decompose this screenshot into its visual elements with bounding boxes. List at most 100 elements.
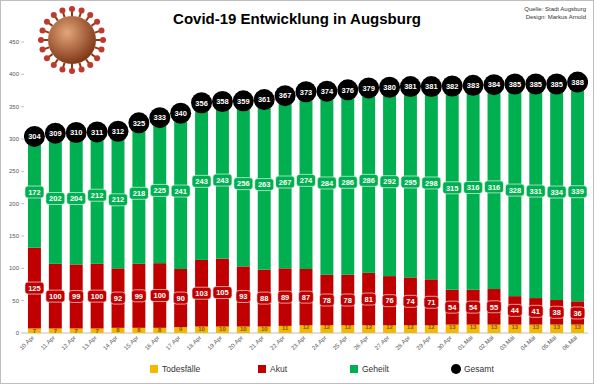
data-label: 38 <box>552 308 560 317</box>
bar <box>28 136 41 247</box>
label-box <box>192 175 211 187</box>
bar <box>300 269 313 325</box>
data-label: 339 <box>571 187 584 196</box>
bar <box>508 84 521 296</box>
bar <box>467 290 480 325</box>
data-label: 292 <box>383 177 396 186</box>
data-label: 76 <box>385 296 393 305</box>
label-box <box>255 179 274 191</box>
bar <box>112 328 125 333</box>
bar <box>467 325 480 333</box>
data-label: 361 <box>258 95 271 104</box>
bar <box>174 327 187 333</box>
category-label: 21.Apr <box>248 334 265 351</box>
label-box <box>171 185 190 197</box>
label-box <box>108 194 127 206</box>
data-label: 304 <box>28 132 41 141</box>
category-label: 20.Apr <box>227 334 244 351</box>
data-label: 311 <box>91 128 103 137</box>
label-box <box>317 177 336 189</box>
label-box <box>173 292 188 304</box>
tick-label: 450 <box>9 39 20 45</box>
category-label: 15.Apr <box>123 334 140 351</box>
data-label: 286 <box>342 178 355 187</box>
tick-label: 350 <box>9 104 20 110</box>
total-marker <box>87 121 108 142</box>
label-box <box>464 182 483 194</box>
tick <box>21 74 24 75</box>
virus-tip <box>59 66 65 72</box>
bar <box>195 103 208 260</box>
virus-tip <box>98 47 104 53</box>
data-label: 256 <box>237 179 250 188</box>
tick-label: 300 <box>9 136 20 142</box>
data-label: 7 <box>95 328 99 334</box>
data-label: 212 <box>91 191 104 200</box>
label-box <box>150 289 169 301</box>
bar <box>529 84 542 298</box>
total-marker <box>567 72 588 93</box>
bar <box>300 92 313 269</box>
bar <box>132 123 145 264</box>
data-label: 100 <box>49 292 62 301</box>
data-label: 44 <box>511 306 520 315</box>
bar <box>571 301 584 324</box>
label-box <box>484 181 503 193</box>
bar <box>28 248 41 329</box>
bar <box>91 328 104 333</box>
data-label: 74 <box>406 297 415 306</box>
bar <box>362 88 375 273</box>
label-box <box>401 176 420 188</box>
data-label: 93 <box>239 292 247 301</box>
label-box <box>505 184 524 196</box>
tick <box>21 171 24 172</box>
bar <box>174 113 187 269</box>
virus-tip <box>87 62 93 68</box>
virus-tip <box>94 55 100 61</box>
bar <box>70 264 83 328</box>
category-label: 19.Apr <box>206 334 223 351</box>
label-box <box>278 291 293 303</box>
data-label: 385 <box>550 80 563 89</box>
data-label: 385 <box>509 80 522 89</box>
data-label: 333 <box>154 113 167 122</box>
label-box <box>549 306 564 318</box>
bar <box>320 325 333 333</box>
label-box <box>443 182 462 194</box>
virus-tip <box>51 12 57 18</box>
label-box <box>88 290 107 302</box>
bar <box>383 325 396 333</box>
bar <box>70 328 83 333</box>
bar <box>425 279 438 325</box>
total-marker <box>66 122 87 143</box>
data-label: 99 <box>72 292 80 301</box>
total-marker <box>358 77 379 98</box>
data-label: 204 <box>70 194 83 203</box>
data-label: 374 <box>321 87 334 96</box>
total-marker <box>546 74 567 95</box>
bar <box>91 127 104 264</box>
total-marker <box>108 121 129 142</box>
total-marker <box>149 107 170 128</box>
category-label: 28.Apr <box>394 334 411 351</box>
chart: Covid-19 Entwicklung in AugsburgQuelle: … <box>0 0 594 384</box>
data-label: 295 <box>404 178 417 187</box>
virus-tip <box>79 8 85 14</box>
label-box <box>213 287 232 299</box>
category-label: 06.Mai <box>561 334 578 351</box>
bar <box>195 260 208 327</box>
tick-label: 200 <box>9 201 20 207</box>
data-label: 55 <box>490 303 498 312</box>
bar <box>237 327 250 333</box>
data-label: 373 <box>300 88 313 97</box>
bar <box>320 91 333 275</box>
label-box <box>570 307 585 319</box>
tick-label: 400 <box>9 71 20 77</box>
label-box <box>359 174 378 186</box>
bar <box>279 326 292 333</box>
bar <box>404 277 417 325</box>
data-label: 13 <box>491 324 498 330</box>
bar <box>571 325 584 333</box>
data-label: 78 <box>323 296 331 305</box>
bar <box>529 298 542 325</box>
